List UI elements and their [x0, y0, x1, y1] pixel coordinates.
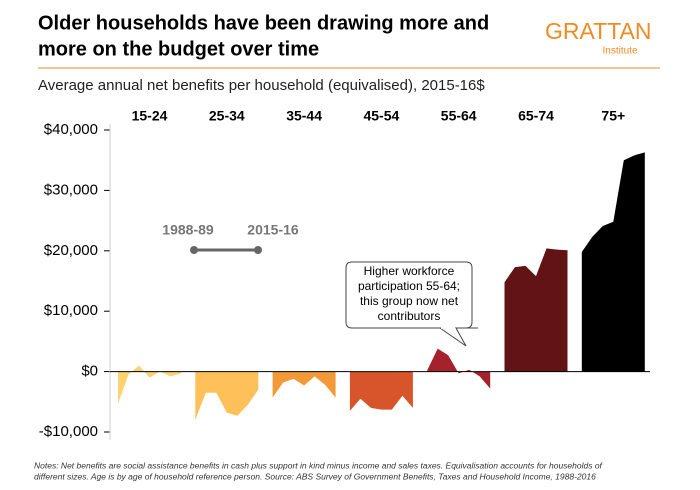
group-label: 65-74	[518, 108, 554, 124]
subtitle: Average annual net benefits per househol…	[38, 77, 485, 94]
area	[581, 152, 645, 372]
area	[349, 371, 413, 411]
callout-box	[345, 261, 478, 329]
legend-dot	[254, 246, 262, 254]
area	[272, 371, 336, 398]
callout-pointer	[439, 327, 467, 347]
logo: GRATTAN	[545, 18, 651, 44]
notes: different sizes. Age is by age of househ…	[34, 471, 596, 481]
annotation-text: this group now net	[360, 294, 459, 308]
y-tick-label: $10,000	[44, 302, 98, 319]
area	[118, 365, 181, 404]
group-label: 55-64	[441, 108, 477, 124]
group-label: 75+	[601, 108, 625, 124]
area	[195, 371, 259, 420]
legend: 1988-89 2015-16	[162, 222, 299, 254]
chart-title: Older households have been drawing more …	[38, 12, 489, 34]
legend-label: 1988-89	[162, 222, 214, 238]
legend-dot	[190, 246, 198, 254]
logo-sub: Institute	[602, 46, 637, 57]
group-label: 15-24	[132, 108, 168, 124]
annotation-text: Higher workforce	[364, 264, 455, 278]
y-tick-label: $40,000	[44, 121, 98, 138]
notes: Notes: Net benefits are social assistanc…	[34, 460, 604, 470]
group-label: 35-44	[286, 108, 322, 124]
group-label: 25-34	[209, 108, 245, 124]
legend-label: 2015-16	[247, 222, 299, 238]
y-tick-label: $30,000	[44, 181, 98, 198]
y-tick-label: $0	[81, 363, 98, 380]
annotation: Higher workforce participation 55-64; th…	[345, 261, 478, 347]
group-label: 45-54	[363, 108, 399, 124]
area	[427, 348, 491, 389]
y-tick-label: $20,000	[44, 242, 98, 259]
annotation-text: participation 55-64;	[358, 279, 460, 293]
y-tick-label: -$10,000	[39, 423, 98, 440]
area	[504, 248, 568, 372]
chart-title: more on the budget over time	[38, 38, 319, 60]
annotation-text: contributors	[378, 309, 441, 323]
